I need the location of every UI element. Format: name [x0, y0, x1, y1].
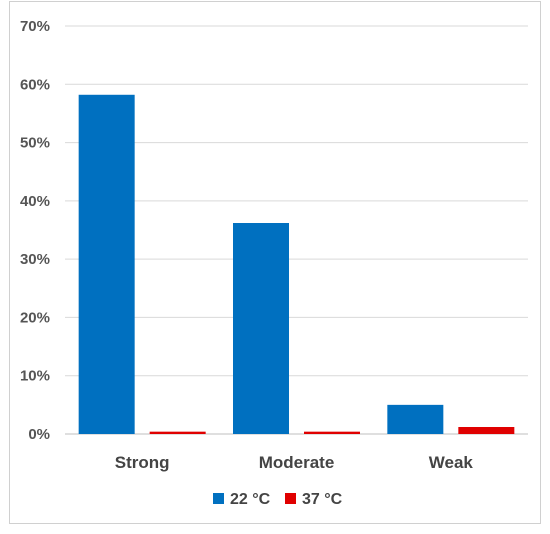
x-category-label: Moderate — [259, 453, 335, 472]
y-tick-label: 30% — [20, 251, 50, 268]
gridlines — [65, 25, 528, 435]
legend: 22 °C 37 °C — [213, 491, 343, 508]
bar-strong-series-2 — [149, 431, 206, 434]
y-tick-label: 0% — [28, 426, 50, 443]
bar-weak-series-2 — [458, 427, 515, 434]
legend-swatch — [285, 493, 296, 504]
x-axis-categories: Strong Moderate Weak — [115, 453, 474, 472]
legend-swatch — [213, 493, 224, 504]
y-tick-label: 20% — [20, 309, 50, 326]
x-category-label: Strong — [115, 453, 170, 472]
y-tick-label: 40% — [20, 193, 50, 210]
bar-strong-series-1 — [78, 94, 135, 434]
y-tick-label: 50% — [20, 135, 50, 152]
y-tick-label: 70% — [20, 18, 50, 35]
bar-moderate-series-2 — [304, 431, 360, 434]
bar-weak-series-1 — [387, 404, 444, 434]
y-axis-ticks: 0% 10% 20% 30% 40% 50% 60% 70% — [20, 18, 50, 443]
bar-moderate-series-1 — [233, 223, 289, 434]
x-category-label: Weak — [429, 453, 474, 472]
bars — [78, 94, 515, 434]
y-tick-label: 60% — [20, 76, 50, 93]
legend-label: 37 °C — [302, 491, 343, 508]
legend-label: 22 °C — [230, 491, 271, 508]
y-tick-label: 10% — [20, 368, 50, 385]
